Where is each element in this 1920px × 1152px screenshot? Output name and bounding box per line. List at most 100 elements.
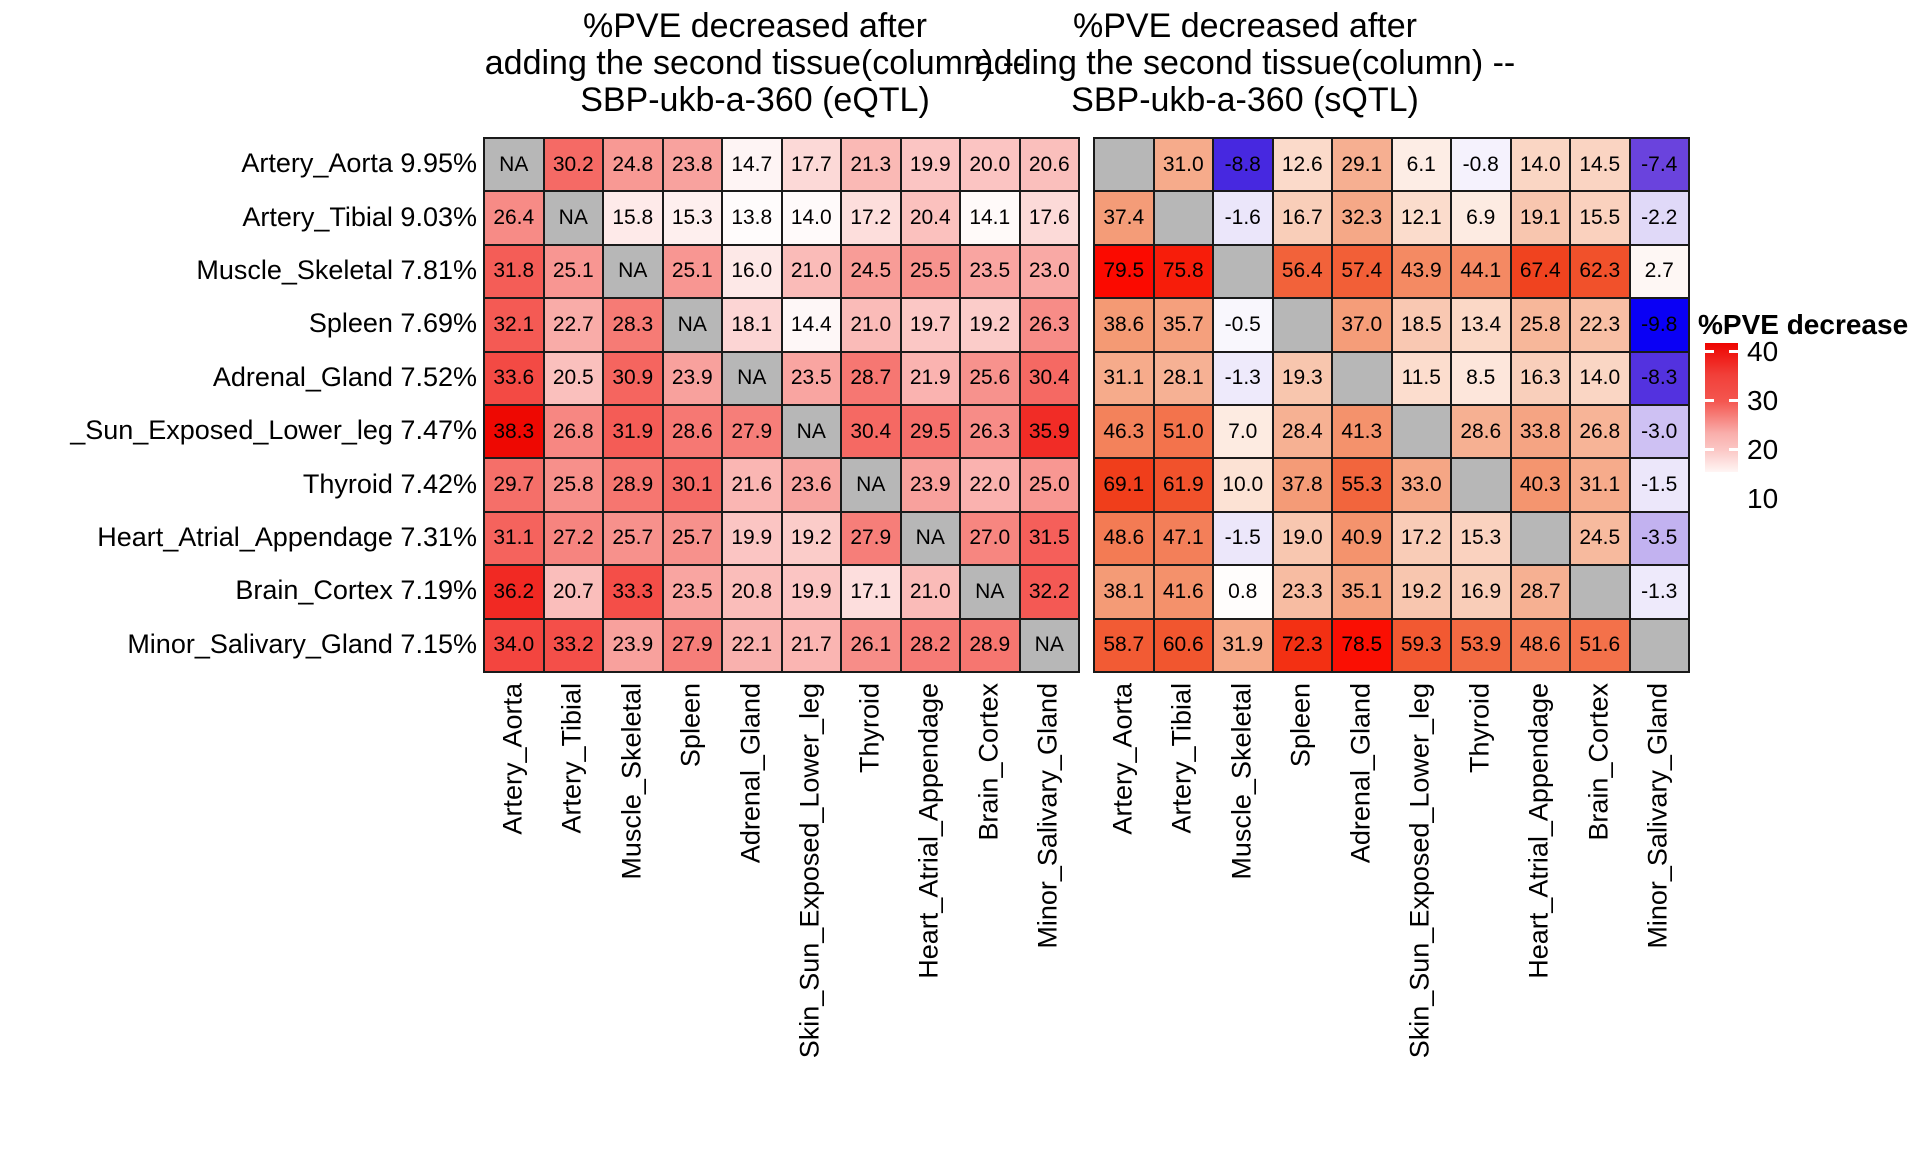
heatmap-cell: -1.3 [1213, 351, 1273, 405]
heatmap-cell: 17.2 [841, 191, 901, 245]
heatmap-cell: 31.0 [1153, 138, 1213, 192]
heatmap-cell: 79.5 [1094, 244, 1154, 299]
heatmap-cell: NA [484, 138, 544, 192]
heatmap-cell: 14.7 [722, 138, 782, 192]
heatmap-cell: 11.5 [1391, 351, 1451, 405]
heatmap-cell: 24.8 [603, 138, 663, 192]
heatmap-cell: 40.9 [1332, 511, 1392, 566]
heatmap-cell: 29.7 [484, 458, 544, 512]
heatmap-cell: 53.9 [1451, 618, 1511, 672]
heatmap-cell: 22.1 [722, 618, 782, 672]
heatmap-cell: 28.6 [1451, 404, 1511, 459]
legend-tick-label: 20 [1747, 434, 1779, 465]
heatmap-cell: 30.9 [603, 351, 663, 405]
heatmap-cell: 25.7 [662, 511, 722, 566]
heatmap-cell: 20.8 [722, 565, 782, 619]
heatmap-cell: 17.6 [1019, 191, 1079, 245]
heatmap-cell: NA [1019, 618, 1079, 672]
heatmap-cell: 21.6 [722, 458, 782, 512]
heatmap-cell: 27.9 [841, 511, 901, 566]
heatmap-cell: 26.4 [484, 191, 544, 245]
heatmap-cell: NA [960, 565, 1020, 619]
heatmap-cell: 13.4 [1451, 298, 1511, 352]
heatmap-cell: -0.5 [1213, 298, 1273, 352]
column-label: Thyroid [1464, 683, 1495, 774]
heatmap-cell: 30.1 [662, 458, 722, 512]
heatmap-cell: 28.1 [1153, 351, 1213, 405]
heatmap-cell [1629, 618, 1689, 672]
heatmap-cell: 10.0 [1213, 458, 1273, 512]
heatmap-cell: 20.6 [1019, 138, 1079, 192]
column-label: Heart_Atrial_Appendage [1523, 683, 1554, 979]
heatmap-cell: 78.5 [1332, 618, 1392, 672]
heatmap-cell: 19.9 [781, 565, 841, 619]
heatmap-cell: 14.0 [1570, 351, 1630, 405]
left-heatmap-title: %PVE decreased after adding the second t… [484, 7, 1026, 119]
heatmap-cell: 33.3 [603, 565, 663, 619]
legend-tick-dash [1729, 448, 1738, 451]
heatmap-cell: 23.8 [662, 138, 722, 192]
legend-tick-label: 10 [1747, 483, 1779, 514]
heatmap-cell: 33.2 [543, 618, 603, 672]
heatmap-cell: 23.9 [603, 618, 663, 672]
heatmap-cell: 30.2 [543, 138, 603, 192]
heatmap-cell: 56.4 [1272, 244, 1332, 299]
heatmap-cell: 48.6 [1094, 511, 1154, 566]
heatmap-cell: 15.8 [603, 191, 663, 245]
heatmap-cell [1213, 244, 1273, 299]
heatmap-cell: 51.6 [1570, 618, 1630, 672]
heatmap-cell: 15.3 [662, 191, 722, 245]
heatmap-cell: 72.3 [1272, 618, 1332, 672]
heatmap-cell: 19.2 [781, 511, 841, 566]
heatmap-cell: 14.4 [781, 298, 841, 352]
heatmap-cell: 19.1 [1510, 191, 1570, 245]
heatmap-cell: 24.5 [1570, 511, 1630, 566]
heatmap-cell: 35.7 [1153, 298, 1213, 352]
heatmap-cell: 69.1 [1094, 458, 1154, 512]
heatmap-cell: 24.5 [841, 244, 901, 299]
column-label: Skin_Sun_Exposed_Lower_leg [794, 683, 825, 1059]
heatmap-cell: 27.2 [543, 511, 603, 566]
heatmap-cell: 20.4 [900, 191, 960, 245]
heatmap-cell: 26.3 [1019, 298, 1079, 352]
heatmap-cell: 28.7 [841, 351, 901, 405]
row-label: Heart_Atrial_Appendage 7.31% [97, 521, 477, 552]
heatmap-cell: 14.1 [960, 191, 1020, 245]
heatmap-cell: NA [543, 191, 603, 245]
heatmap-cell: 44.1 [1451, 244, 1511, 299]
heatmap-cell: 34.0 [484, 618, 544, 672]
legend-tick-label: 40 [1747, 336, 1779, 367]
column-label: Thyroid [854, 683, 885, 774]
heatmap-cell: 19.9 [900, 138, 960, 192]
column-label: Brain_Cortex [1583, 683, 1614, 841]
column-label: Minor_Salivary_Gland [1032, 683, 1063, 949]
heatmap-cell: 51.0 [1153, 404, 1213, 459]
heatmap-cell: 6.9 [1451, 191, 1511, 245]
legend-tick-dash [1705, 350, 1714, 353]
heatmap-cell: NA [662, 298, 722, 352]
heatmap-cell: 19.2 [1391, 565, 1451, 619]
heatmap-cell: 32.1 [484, 298, 544, 352]
heatmap-cell: 21.7 [781, 618, 841, 672]
heatmap-cell: 28.3 [603, 298, 663, 352]
heatmap-cell: 35.9 [1019, 404, 1079, 459]
heatmap-cell: NA [900, 511, 960, 566]
heatmap-cell: 23.6 [781, 458, 841, 512]
column-label: Artery_Tibial [1166, 683, 1197, 834]
row-label: Artery_Aorta 9.95% [241, 148, 477, 179]
heatmap-cell [1153, 191, 1213, 245]
heatmap-cell: 37.0 [1332, 298, 1392, 352]
heatmap-cell: 17.1 [841, 565, 901, 619]
legend-tick-dash [1729, 399, 1738, 402]
column-label: Artery_Tibial [556, 683, 587, 834]
heatmap-cell: 30.4 [1019, 351, 1079, 405]
row-label: Thyroid 7.42% [302, 468, 477, 499]
heatmap-cell: 31.9 [1213, 618, 1273, 672]
heatmap-cell: 21.3 [841, 138, 901, 192]
heatmap-cell: -1.6 [1213, 191, 1273, 245]
heatmap-cell: 26.1 [841, 618, 901, 672]
heatmap-cell: 43.9 [1391, 244, 1451, 299]
heatmap-cell: 23.9 [900, 458, 960, 512]
column-label: Artery_Aorta [1107, 683, 1138, 835]
legend-tick-dash [1705, 448, 1714, 451]
